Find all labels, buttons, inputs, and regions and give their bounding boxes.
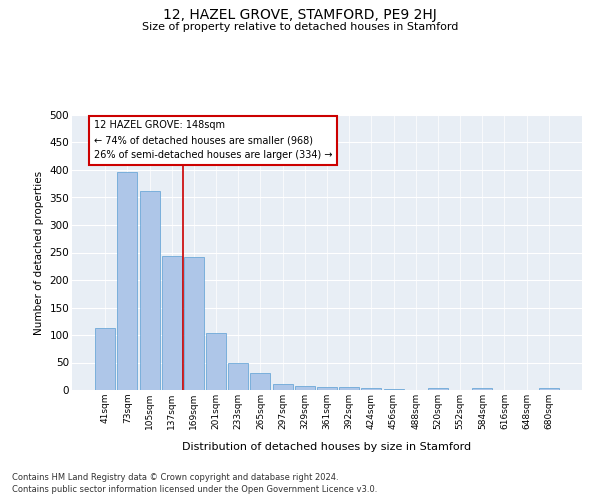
Bar [95,328,115,390]
Bar [118,172,137,390]
Bar [272,384,293,390]
Bar [472,388,492,390]
Bar [228,362,248,390]
Bar [184,258,204,390]
Bar [295,386,315,390]
Text: Contains HM Land Registry data © Crown copyright and database right 2024.: Contains HM Land Registry data © Crown c… [12,472,338,482]
Text: Distribution of detached houses by size in Stamford: Distribution of detached houses by size … [182,442,472,452]
Bar [206,334,226,390]
Text: 12 HAZEL GROVE: 148sqm
← 74% of detached houses are smaller (968)
26% of semi-de: 12 HAZEL GROVE: 148sqm ← 74% of detached… [94,120,332,160]
Bar [361,388,382,390]
Text: Contains public sector information licensed under the Open Government Licence v3: Contains public sector information licen… [12,485,377,494]
Bar [250,373,271,390]
Bar [428,388,448,390]
Bar [317,386,337,390]
Bar [140,191,160,390]
Bar [339,387,359,390]
Bar [162,256,182,390]
Y-axis label: Number of detached properties: Number of detached properties [34,170,44,334]
Text: Size of property relative to detached houses in Stamford: Size of property relative to detached ho… [142,22,458,32]
Text: 12, HAZEL GROVE, STAMFORD, PE9 2HJ: 12, HAZEL GROVE, STAMFORD, PE9 2HJ [163,8,437,22]
Bar [539,388,559,390]
